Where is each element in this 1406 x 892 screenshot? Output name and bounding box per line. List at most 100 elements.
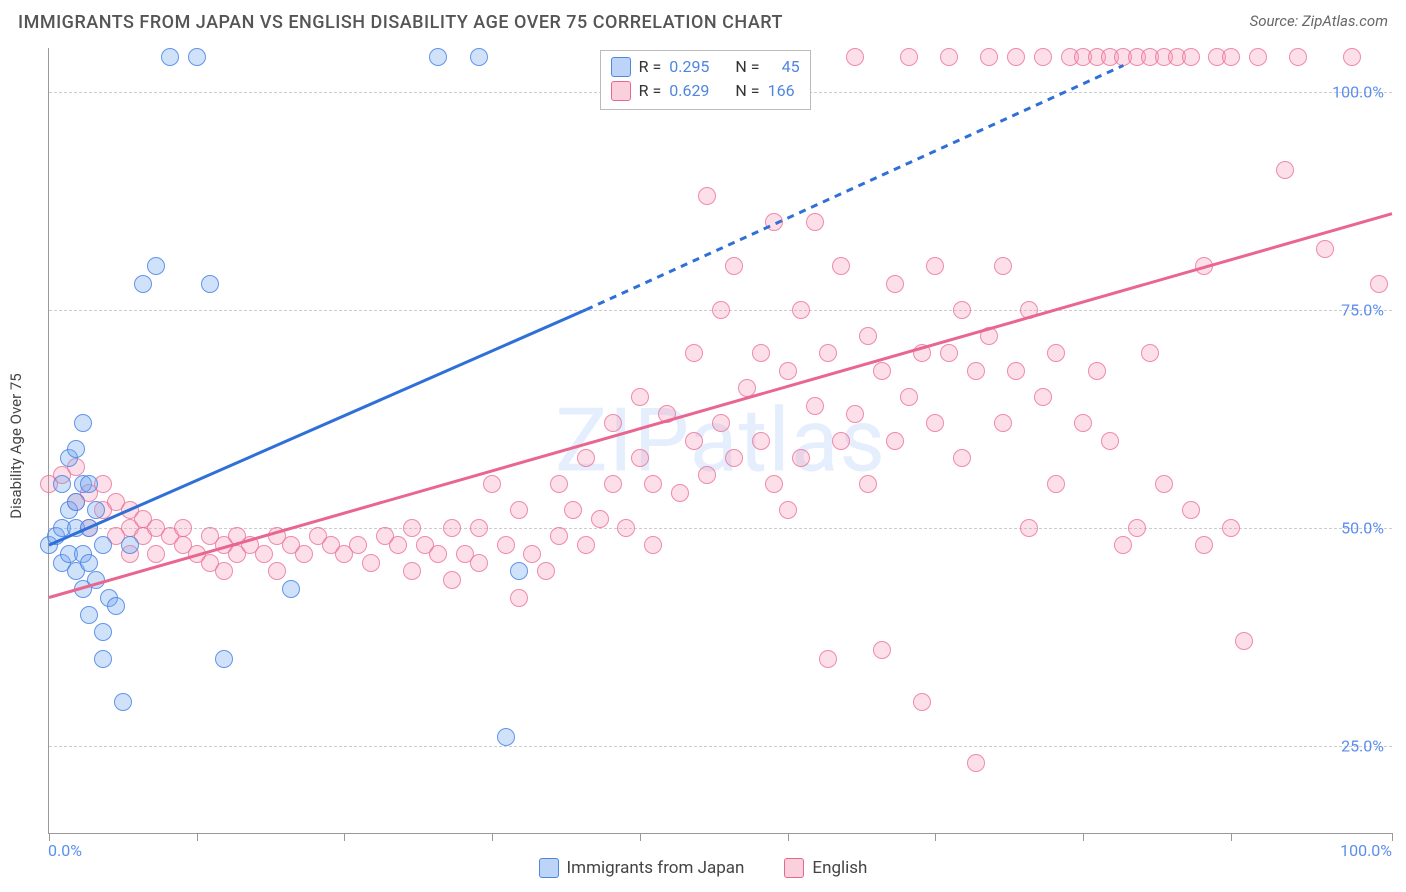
data-point [470, 519, 488, 537]
data-point [550, 527, 568, 545]
x-tick [492, 833, 493, 841]
stat-n-label: N = [735, 79, 759, 103]
data-point [994, 257, 1012, 275]
chart-source: Source: ZipAtlas.com [1250, 12, 1388, 30]
data-point [671, 484, 689, 502]
data-point [1074, 414, 1092, 432]
swatch-pink-icon [784, 858, 804, 878]
data-point [74, 414, 92, 432]
data-point [94, 623, 112, 641]
data-point [1141, 344, 1159, 362]
data-point [604, 475, 622, 493]
data-point [1316, 240, 1334, 258]
x-tick [1231, 833, 1232, 841]
data-point [900, 388, 918, 406]
data-point [994, 414, 1012, 432]
data-point [712, 301, 730, 319]
data-point [765, 213, 783, 231]
data-point [738, 379, 756, 397]
data-point [913, 344, 931, 362]
legend-item-pink: English [784, 858, 867, 878]
data-point [1222, 519, 1240, 537]
data-point [604, 414, 622, 432]
data-point [483, 475, 501, 493]
data-point [792, 449, 810, 467]
data-point [564, 501, 582, 519]
data-point [429, 545, 447, 563]
gridline [49, 528, 1392, 529]
data-point [577, 536, 595, 554]
stat-r-value: 0.629 [669, 79, 709, 103]
data-point [658, 405, 676, 423]
data-point [900, 48, 918, 66]
data-point [980, 327, 998, 345]
data-point [832, 257, 850, 275]
data-point [470, 554, 488, 572]
stat-n-label: N = [735, 55, 759, 79]
data-point [819, 344, 837, 362]
swatch-blue-icon [611, 57, 631, 77]
data-point [470, 48, 488, 66]
data-point [1249, 48, 1267, 66]
data-point [1182, 48, 1200, 66]
data-point [967, 362, 985, 380]
y-tick-label: 50.0% [1341, 518, 1384, 537]
chart-header: IMMIGRANTS FROM JAPAN VS ENGLISH DISABIL… [0, 0, 1406, 41]
data-point [577, 449, 595, 467]
data-point [510, 562, 528, 580]
data-point [953, 449, 971, 467]
data-point [1195, 536, 1213, 554]
x-tick [1083, 833, 1084, 841]
data-point [873, 362, 891, 380]
legend-label: English [812, 858, 867, 878]
data-point [295, 545, 313, 563]
data-point [121, 536, 139, 554]
stat-r-label: R = [639, 55, 662, 79]
data-point [80, 554, 98, 572]
y-axis-label: Disability Age Over 75 [7, 373, 25, 518]
gridline [49, 746, 1392, 747]
stats-box: R = 0.295 N = 45 R = 0.629 N = 166 [600, 50, 811, 110]
swatch-pink-icon [611, 81, 631, 101]
plot-surface: 25.0%50.0%75.0%100.0% [49, 48, 1392, 833]
data-point [147, 545, 165, 563]
data-point [443, 571, 461, 589]
data-point [591, 510, 609, 528]
data-point [926, 414, 944, 432]
stat-r-value: 0.295 [669, 55, 709, 79]
data-point [1114, 536, 1132, 554]
data-point [1276, 161, 1294, 179]
data-point [550, 475, 568, 493]
data-point [147, 257, 165, 275]
data-point [1034, 388, 1052, 406]
data-point [349, 536, 367, 554]
chart-area: ZIPatlas 25.0%50.0%75.0%100.0% R = 0.295… [48, 48, 1392, 834]
data-point [779, 501, 797, 519]
data-point [389, 536, 407, 554]
stats-row-pink: R = 0.629 N = 166 [611, 79, 800, 103]
data-point [1182, 501, 1200, 519]
data-point [87, 571, 105, 589]
data-point [953, 301, 971, 319]
chart-title: IMMIGRANTS FROM JAPAN VS ENGLISH DISABIL… [18, 12, 783, 33]
data-point [792, 301, 810, 319]
data-point [362, 554, 380, 572]
data-point [980, 48, 998, 66]
data-point [510, 501, 528, 519]
data-point [1101, 432, 1119, 450]
data-point [725, 449, 743, 467]
x-tick [640, 833, 641, 841]
data-point [1222, 48, 1240, 66]
data-point [859, 475, 877, 493]
data-point [94, 536, 112, 554]
data-point [631, 388, 649, 406]
data-point [1047, 344, 1065, 362]
data-point [685, 432, 703, 450]
x-tick [49, 833, 50, 841]
data-point [523, 545, 541, 563]
legend-label: Immigrants from Japan [567, 858, 745, 878]
data-point [80, 606, 98, 624]
data-point [1155, 475, 1173, 493]
data-point [1128, 519, 1146, 537]
data-point [779, 362, 797, 380]
